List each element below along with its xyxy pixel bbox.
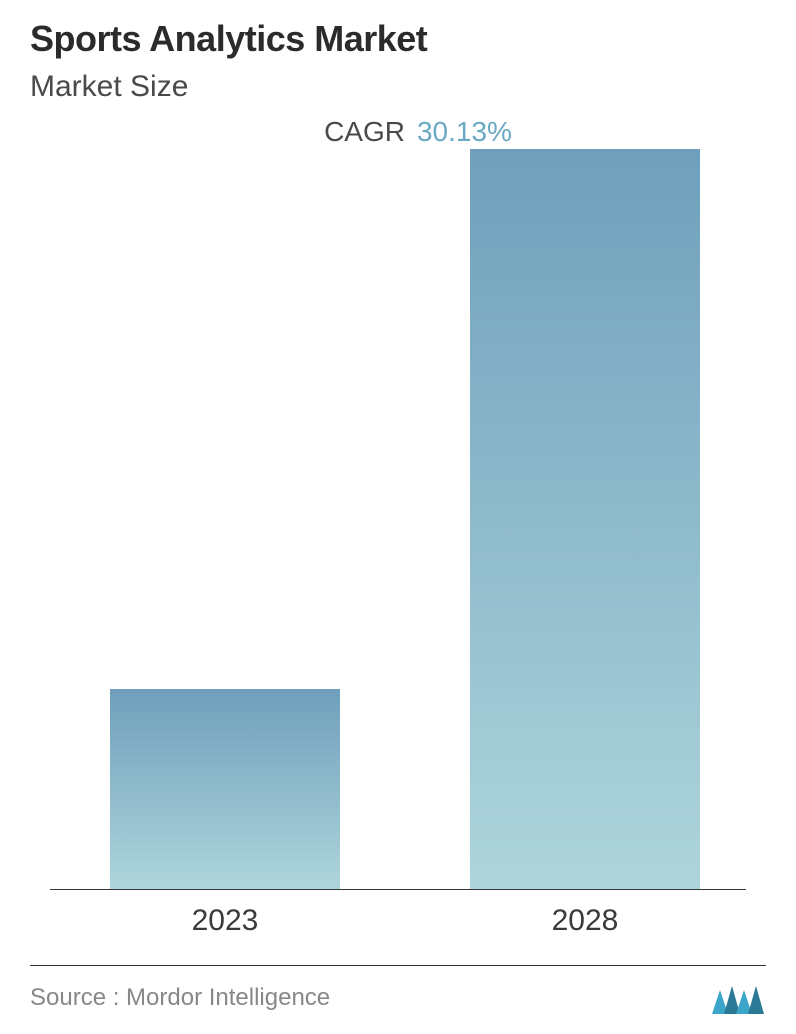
- brand-logo: [710, 980, 766, 1016]
- bar-2028: [470, 149, 700, 889]
- x-label-2028: 2028: [470, 904, 700, 938]
- cagr-label: CAGR: [324, 116, 405, 147]
- cagr-value: 30.13%: [417, 116, 512, 147]
- cagr-row: CAGR 30.13%: [30, 116, 766, 148]
- x-label-2023: 2023: [110, 904, 340, 938]
- bar-2023: [110, 689, 340, 889]
- chart-area: [50, 150, 746, 890]
- page-subtitle: Market Size: [30, 70, 766, 104]
- x-axis-labels: 2023 2028: [50, 904, 746, 944]
- page-title: Sports Analytics Market: [30, 18, 766, 60]
- source-text: Source : Mordor Intelligence: [30, 984, 330, 1012]
- chart-container: Sports Analytics Market Market Size CAGR…: [0, 0, 796, 1034]
- footer: Source : Mordor Intelligence: [30, 965, 766, 1016]
